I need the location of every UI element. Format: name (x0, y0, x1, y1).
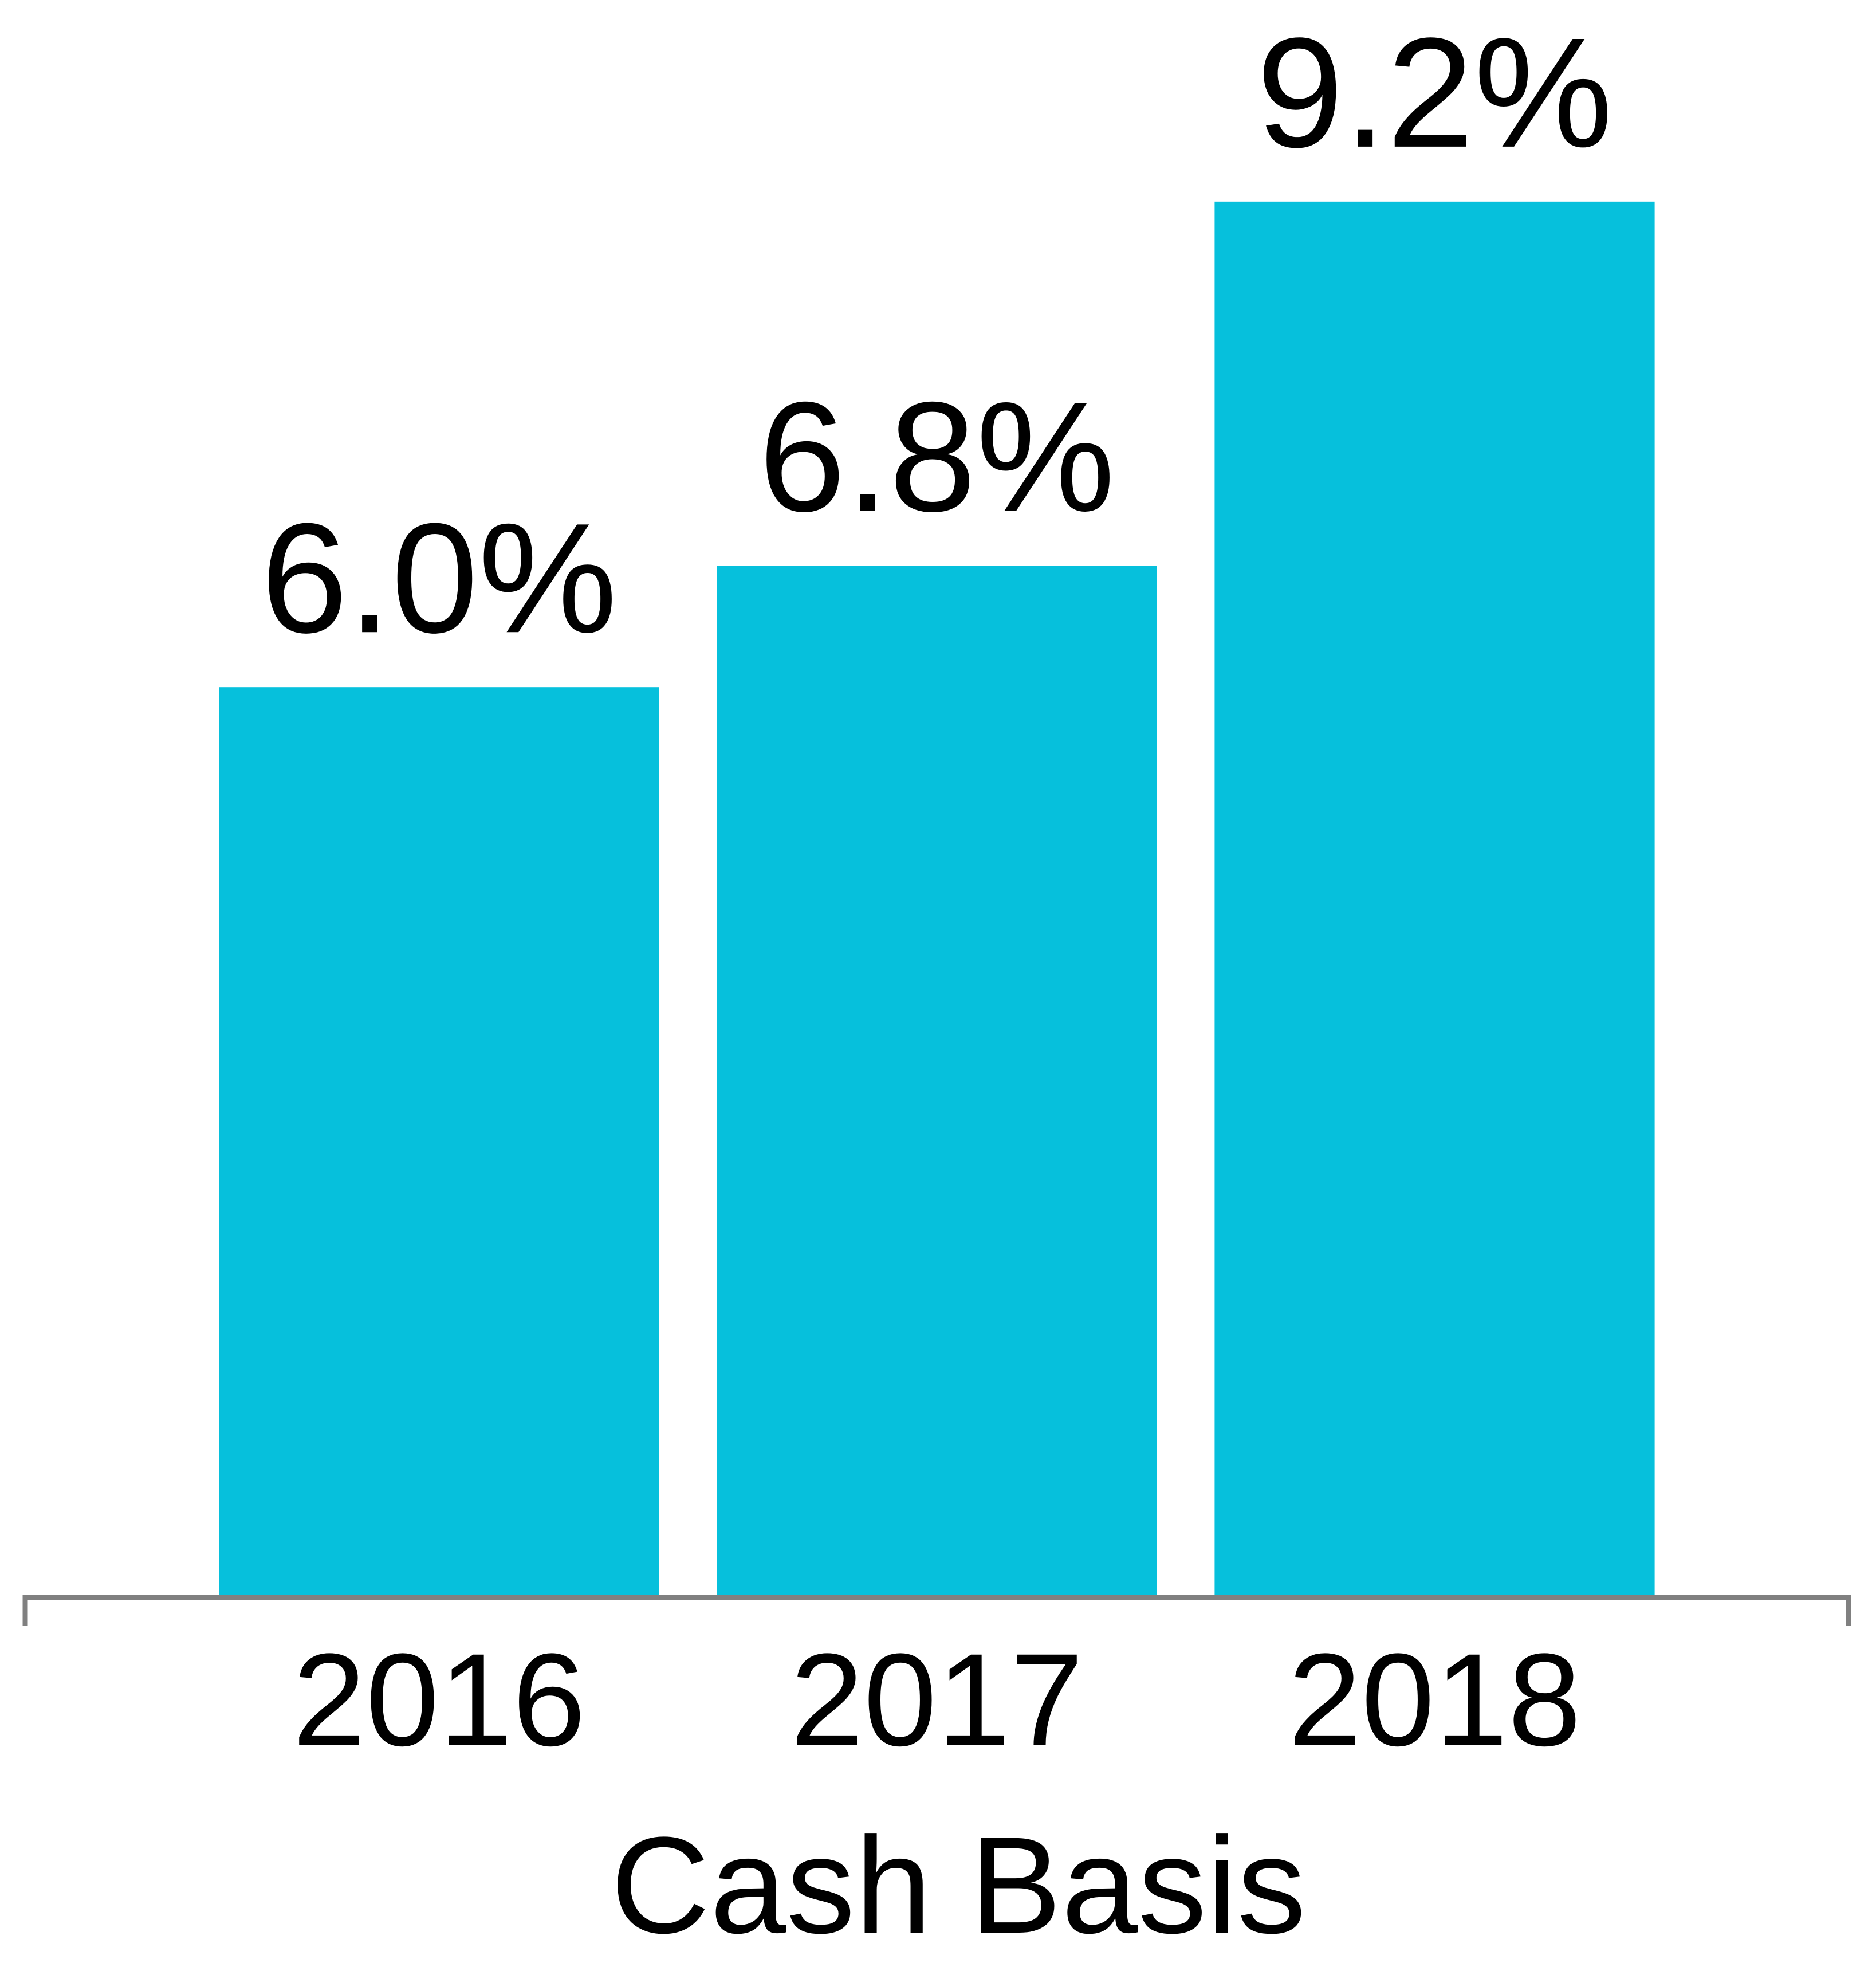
x-axis-label: Cash Basis (611, 1808, 1306, 1962)
bar (1214, 201, 1655, 1597)
value-label: 9.2% (1256, 5, 1613, 180)
value-label: 6.0% (261, 490, 617, 665)
value-label: 6.8% (758, 369, 1115, 544)
x-tick-label: 2017 (790, 1626, 1084, 1773)
bar (219, 687, 659, 1597)
x-tick-label: 2018 (1288, 1626, 1582, 1773)
x-tick-label: 2016 (293, 1626, 586, 1773)
bar (717, 566, 1157, 1597)
x-axis (22, 1595, 1851, 1626)
